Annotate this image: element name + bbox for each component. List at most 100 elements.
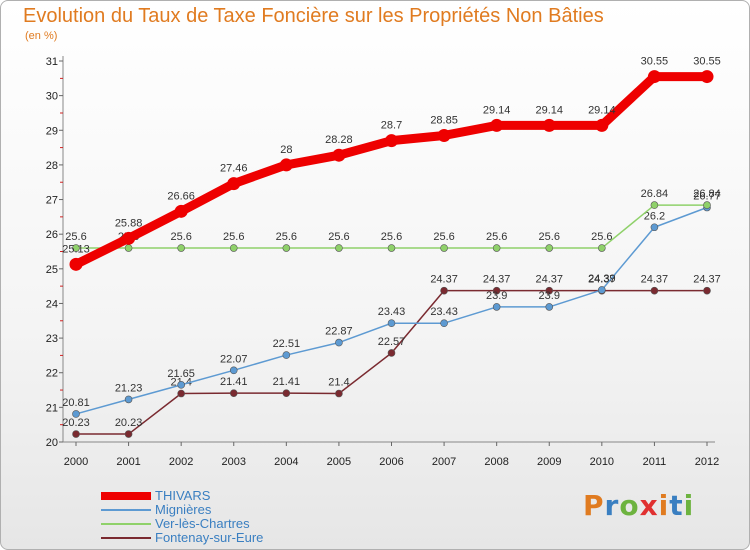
data-label: 21.23 — [115, 382, 143, 394]
data-label: 26.84 — [693, 188, 721, 200]
data-point — [229, 366, 238, 375]
data-point — [385, 134, 398, 148]
data-point — [650, 286, 659, 295]
data-point — [335, 338, 343, 347]
logo-letter: t — [669, 489, 684, 522]
data-label: 25.6 — [276, 231, 297, 243]
data-label: 24.37 — [483, 274, 511, 286]
data-point — [72, 244, 80, 252]
data-label: 29.14 — [535, 104, 563, 116]
data-label: 25.6 — [65, 231, 86, 243]
y-tick-label: 20 — [46, 437, 58, 449]
data-point — [69, 257, 83, 271]
data-point — [492, 303, 501, 311]
data-label: 25.6 — [433, 231, 454, 243]
data-point — [282, 351, 291, 359]
data-point — [387, 244, 396, 252]
data-label: 27.46 — [220, 163, 248, 175]
y-tick-label: 31 — [46, 56, 58, 68]
data-point — [332, 148, 346, 162]
data-label: 25.6 — [170, 231, 191, 243]
legend-label: Fontenay-sur-Eure — [155, 530, 264, 545]
data-point — [598, 286, 606, 294]
data-label: 25.6 — [539, 231, 560, 243]
y-tick-label: 26 — [46, 229, 58, 241]
data-point — [703, 201, 711, 209]
y-tick-label: 25 — [46, 264, 58, 276]
data-point — [335, 389, 343, 398]
x-tick-label: 2003 — [222, 456, 246, 468]
legend-swatch — [101, 523, 151, 525]
data-label: 28.7 — [381, 120, 402, 132]
data-point — [650, 223, 659, 232]
x-tick-label: 2009 — [537, 456, 561, 468]
data-label: 24.39 — [588, 273, 616, 285]
data-point — [595, 118, 609, 132]
data-label: 29.14 — [483, 104, 511, 116]
y-tick-label: 23 — [46, 333, 58, 345]
logo-letter: o — [619, 489, 640, 522]
data-label: 25.6 — [591, 231, 612, 243]
x-tick-label: 2005 — [327, 456, 351, 468]
data-point — [650, 201, 659, 209]
y-tick-label: 28 — [46, 160, 58, 172]
legend-label: Ver-lès-Chartres — [155, 516, 250, 531]
legend-label: Mignières — [155, 502, 212, 517]
data-label: 21.41 — [220, 376, 248, 388]
x-tick-label: 2012 — [695, 456, 719, 468]
data-point — [72, 410, 80, 418]
data-label: 22.87 — [325, 326, 353, 338]
data-point — [545, 286, 554, 295]
legend-swatch — [101, 537, 151, 539]
data-label: 26.84 — [641, 188, 669, 200]
data-label: 28.85 — [430, 114, 458, 126]
data-label: 21.4 — [328, 377, 349, 389]
data-point — [282, 244, 291, 252]
x-tick-label: 2002 — [169, 456, 193, 468]
data-label: 30.55 — [693, 56, 721, 68]
data-point — [387, 349, 396, 357]
data-point — [490, 118, 504, 132]
y-tick-label: 27 — [46, 195, 58, 207]
x-tick-label: 2001 — [116, 456, 140, 468]
data-point — [387, 319, 396, 327]
data-label: 25.88 — [115, 217, 143, 229]
data-label: 23.9 — [486, 290, 507, 302]
x-tick-label: 2010 — [590, 456, 614, 468]
data-point — [177, 381, 185, 389]
data-label: 20.23 — [62, 417, 90, 429]
y-tick-label: 30 — [46, 91, 58, 103]
y-tick-label: 21 — [46, 402, 58, 414]
data-point — [282, 389, 291, 397]
data-point — [177, 389, 185, 398]
data-point — [440, 319, 448, 327]
data-point — [703, 286, 711, 295]
data-label: 26.66 — [167, 190, 195, 202]
data-label: 22.57 — [378, 336, 406, 348]
data-label: 28 — [280, 144, 292, 156]
data-point — [598, 244, 606, 252]
data-label: 24.37 — [535, 274, 563, 286]
logo-letter: i — [658, 489, 670, 522]
chart-title: Evolution du Taux de Taxe Foncière sur l… — [23, 5, 604, 27]
data-point — [124, 244, 133, 252]
data-label: 24.37 — [693, 274, 721, 286]
data-label: 26.2 — [644, 210, 665, 222]
x-tick-label: 2000 — [64, 456, 88, 468]
data-label: 21.65 — [167, 368, 195, 380]
data-point — [545, 303, 554, 311]
data-point — [124, 430, 133, 438]
logo-letter: x — [639, 489, 659, 522]
data-label: 25.6 — [486, 231, 507, 243]
data-point — [492, 286, 501, 295]
data-point — [700, 70, 714, 84]
data-label: 26.77 — [693, 191, 721, 203]
logo-letter: r — [604, 489, 620, 522]
logo-letter: i — [683, 489, 695, 522]
x-tick-label: 2007 — [432, 456, 456, 468]
data-point — [440, 244, 448, 252]
unit-label: (en %) — [25, 30, 58, 42]
data-label: 20.23 — [115, 417, 143, 429]
